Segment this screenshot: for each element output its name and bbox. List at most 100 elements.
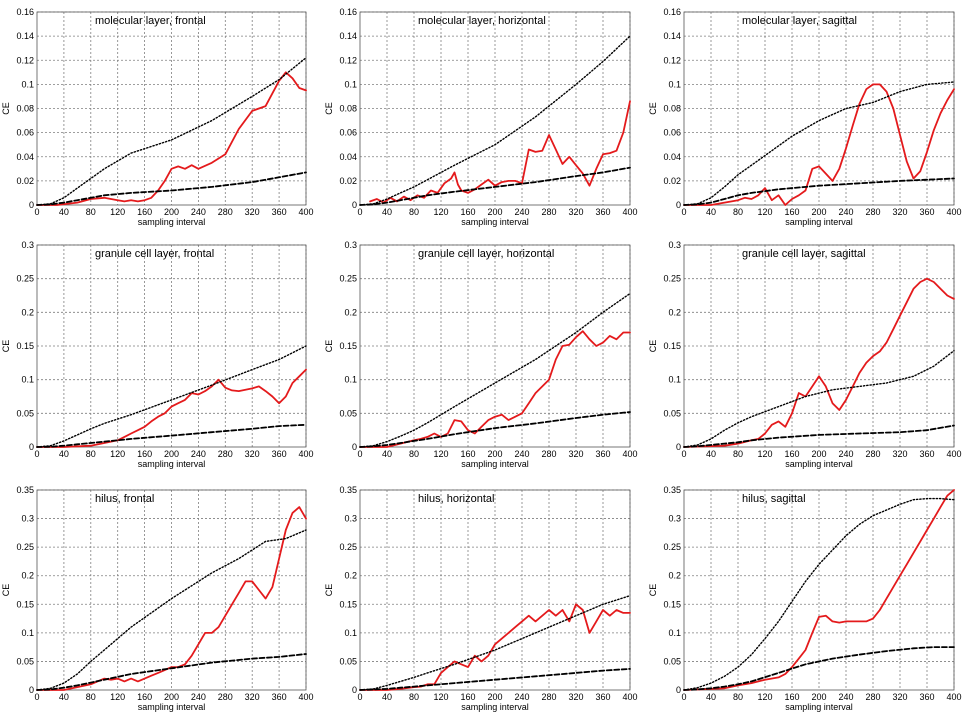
chart-panel: 0 40 80 120 160 200 240 280 320 360 400 0 0.05 0.1 0.1… <box>324 485 638 712</box>
y-tick-label: 0 <box>29 442 34 452</box>
x-tick-label: 280 <box>865 207 880 217</box>
y-tick-label: 0.16 <box>16 7 34 17</box>
x-tick-label: 0 <box>681 207 686 217</box>
y-tick-label: 0.1 <box>21 79 34 89</box>
y-tick-label: 0.08 <box>663 104 681 114</box>
y-tick-label: 0.02 <box>16 176 34 186</box>
x-tick-label: 120 <box>433 692 448 702</box>
y-tick-label: 0 <box>676 685 681 695</box>
series-line-dotted <box>683 350 955 448</box>
x-tick-label: 80 <box>733 207 743 217</box>
x-tick-label: 160 <box>784 449 799 459</box>
y-axis-label: CE <box>324 340 334 353</box>
x-tick-label: 320 <box>568 449 583 459</box>
y-tick-label: 0.2 <box>344 571 357 581</box>
series-line-dotted <box>359 292 631 448</box>
x-tick-label: 120 <box>433 449 448 459</box>
x-tick-label: 160 <box>460 449 475 459</box>
series-line-observed <box>683 489 955 691</box>
plot-frame <box>36 11 307 206</box>
x-tick-label: 320 <box>568 692 583 702</box>
x-tick-label: 400 <box>298 692 313 702</box>
y-tick-label: 0.1 <box>668 375 681 385</box>
y-tick-label: 0.02 <box>663 176 681 186</box>
y-tick-label: 0.15 <box>339 341 357 351</box>
y-axis-label: CE <box>324 102 334 115</box>
series-line-dashed <box>359 668 631 691</box>
x-tick-label: 320 <box>892 692 907 702</box>
x-tick-label: 200 <box>811 207 826 217</box>
y-tick-label: 0 <box>676 200 681 210</box>
series-line-dashed <box>359 411 631 448</box>
x-tick-label: 80 <box>86 692 96 702</box>
x-tick-label: 160 <box>460 692 475 702</box>
x-tick-label: 400 <box>298 207 313 217</box>
y-tick-label: 0.16 <box>339 7 357 17</box>
x-tick-label: 200 <box>487 692 502 702</box>
x-axis-label: sampling interval <box>138 217 206 227</box>
chart-title: molecular layer, frontal <box>95 15 206 27</box>
x-tick-label: 320 <box>245 692 260 702</box>
y-tick-label: 0 <box>352 200 357 210</box>
series-line-dotted <box>36 345 307 448</box>
chart-panel: 0 40 80 120 160 200 240 280 320 360 400 0 0.05 0.1 0.1… <box>648 485 962 712</box>
x-tick-label: 120 <box>757 207 772 217</box>
y-tick-label: 0.04 <box>663 152 681 162</box>
y-tick-label: 0.3 <box>21 514 34 524</box>
y-tick-label: 0.08 <box>16 104 34 114</box>
x-tick-label: 40 <box>59 692 69 702</box>
x-tick-label: 280 <box>541 207 556 217</box>
y-tick-label: 0.25 <box>339 542 357 552</box>
plot-frame <box>683 244 955 448</box>
y-tick-label: 0.06 <box>663 128 681 138</box>
series-line-dashed <box>683 424 955 448</box>
y-tick-label: 0.12 <box>663 55 681 65</box>
y-tick-label: 0.1 <box>344 628 357 638</box>
series-line-dashed <box>683 646 955 691</box>
y-tick-label: 0 <box>29 200 34 210</box>
y-axis-label: CE <box>648 102 658 115</box>
x-axis-label: sampling interval <box>138 702 206 712</box>
series-line-dashed <box>36 171 307 206</box>
y-tick-label: 0.1 <box>21 628 34 638</box>
x-tick-label: 0 <box>34 207 39 217</box>
y-tick-label: 0.16 <box>663 7 681 17</box>
series-line-observed <box>36 368 307 448</box>
chart-title: hilus, horizontal <box>418 493 494 505</box>
chart-title: molecular layer, horizontal <box>418 15 546 27</box>
x-tick-label: 40 <box>382 207 392 217</box>
x-tick-label: 320 <box>245 449 260 459</box>
x-tick-label: 200 <box>487 449 502 459</box>
x-tick-label: 400 <box>946 692 961 702</box>
y-axis-label: CE <box>1 340 11 353</box>
series-line-dotted <box>36 529 307 691</box>
y-tick-label: 0.1 <box>21 375 34 385</box>
y-tick-label: 0.15 <box>663 341 681 351</box>
chart-title: hilus, sagittal <box>742 493 806 505</box>
chart-panel: 0 40 80 120 160 200 240 280 320 360 400 0 0.02 0.04 0.… <box>648 7 962 227</box>
x-tick-label: 160 <box>137 207 152 217</box>
x-tick-label: 280 <box>541 449 556 459</box>
x-tick-label: 360 <box>272 692 287 702</box>
y-tick-label: 0.2 <box>668 571 681 581</box>
x-tick-label: 160 <box>784 207 799 217</box>
chart-title: granule cell layer, horizontal <box>418 248 554 260</box>
y-axis-label: CE <box>1 102 11 115</box>
chart-panel: 0 40 80 120 160 200 240 280 320 360 400 0 0.02 0.04 0.… <box>1 7 314 227</box>
x-tick-label: 40 <box>59 449 69 459</box>
y-tick-label: 0.3 <box>668 514 681 524</box>
x-tick-label: 400 <box>622 449 637 459</box>
y-tick-label: 0.15 <box>339 599 357 609</box>
x-tick-label: 80 <box>409 207 419 217</box>
x-tick-label: 160 <box>784 692 799 702</box>
x-tick-label: 120 <box>110 449 125 459</box>
series-line-dashed <box>36 423 307 448</box>
x-tick-label: 360 <box>595 692 610 702</box>
x-tick-label: 240 <box>838 449 853 459</box>
y-tick-label: 0.1 <box>668 628 681 638</box>
x-tick-label: 40 <box>706 692 716 702</box>
series-line-observed <box>36 506 307 691</box>
x-tick-label: 280 <box>541 692 556 702</box>
x-tick-label: 240 <box>191 207 206 217</box>
